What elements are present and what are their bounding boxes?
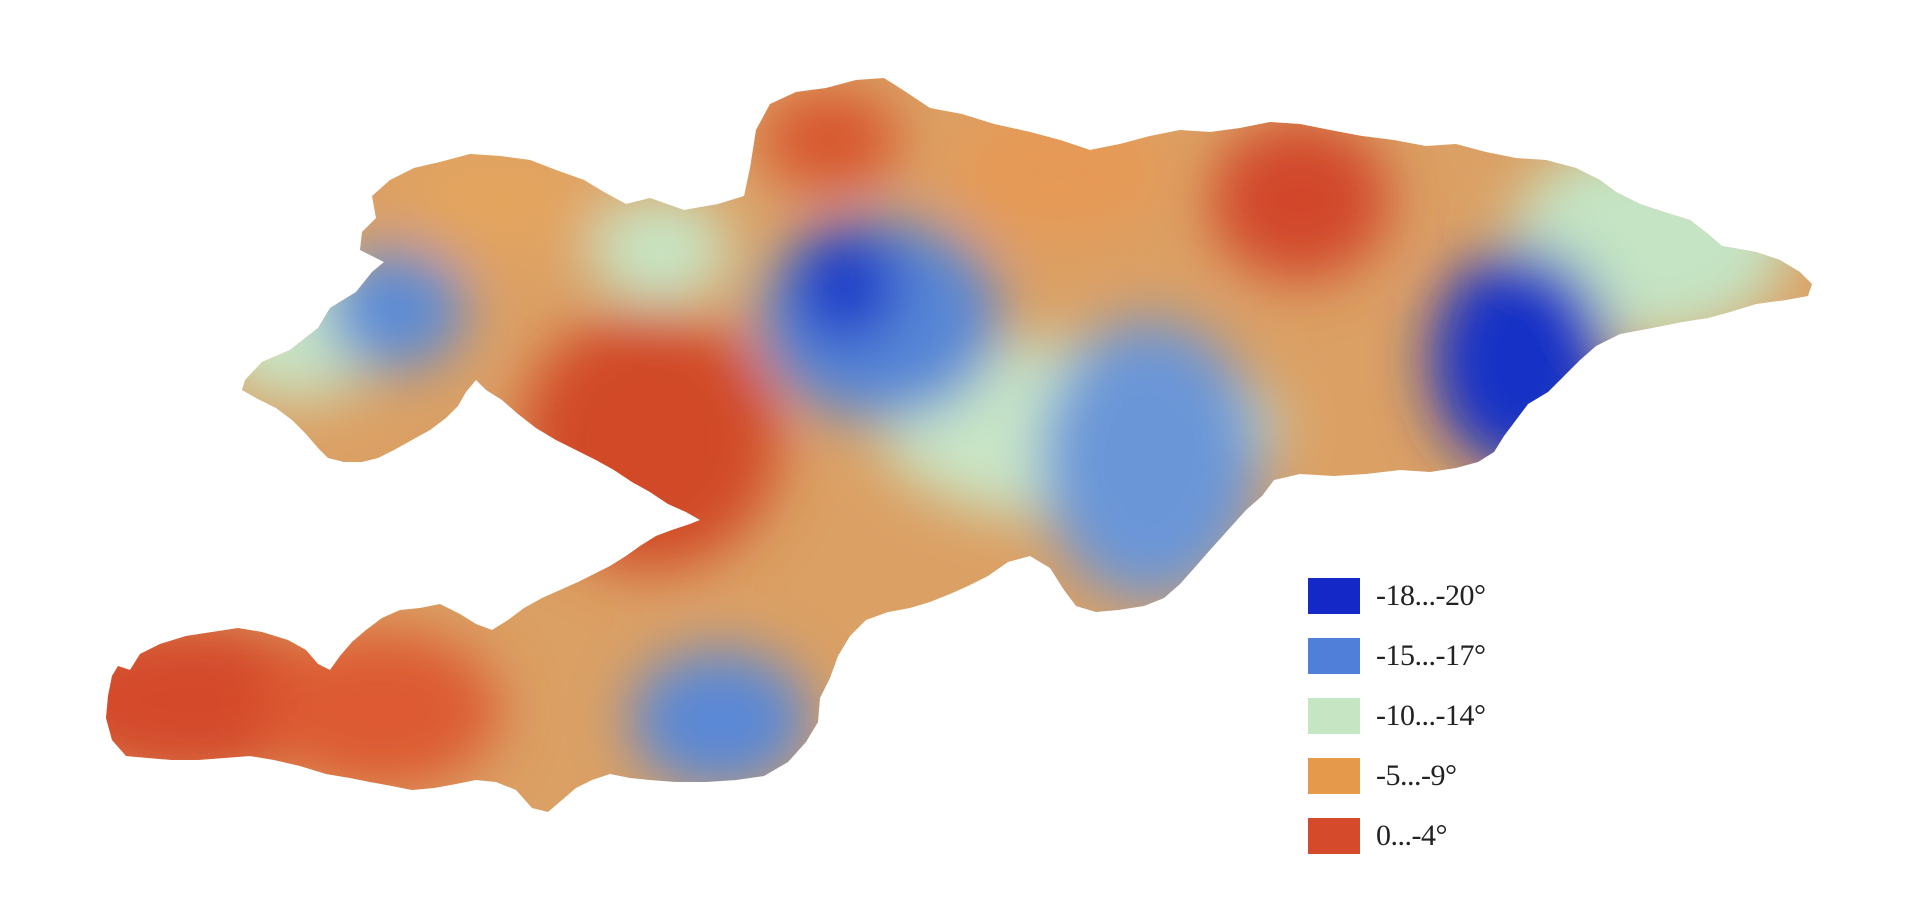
legend-item: 0...-4° (1308, 806, 1608, 866)
legend-label: -10...-14° (1376, 699, 1486, 732)
mild-zone (950, 100, 1170, 240)
legend-swatch (1308, 578, 1360, 614)
legend-item: -5...-9° (1308, 746, 1608, 806)
cold-zone (325, 250, 465, 370)
warm-zone (520, 310, 780, 570)
legend-item: -15...-17° (1308, 626, 1608, 686)
legend-item: -18...-20° (1308, 566, 1608, 626)
legend-item: -10...-14° (1308, 686, 1608, 746)
legend-label: -18...-20° (1376, 579, 1486, 612)
legend-swatch (1308, 638, 1360, 674)
legend-label: -5...-9° (1376, 759, 1457, 792)
warm-zone (1210, 120, 1390, 280)
legend-swatch (1308, 698, 1360, 734)
coldest-zone (1430, 250, 1610, 470)
warm-zone (760, 90, 900, 190)
cold-zone (630, 650, 810, 790)
mild-zone (400, 140, 600, 260)
legend-label: 0...-4° (1376, 819, 1448, 852)
cool-zone (590, 195, 730, 305)
coldest-zone (790, 225, 900, 345)
legend-swatch (1308, 818, 1360, 854)
legend-swatch (1308, 758, 1360, 794)
map-legend: -18...-20° -15...-17° -10...-14° -5...-9… (1308, 566, 1608, 866)
cold-zone (1040, 320, 1260, 600)
legend-label: -15...-17° (1376, 639, 1486, 672)
warm-zone (260, 630, 500, 790)
